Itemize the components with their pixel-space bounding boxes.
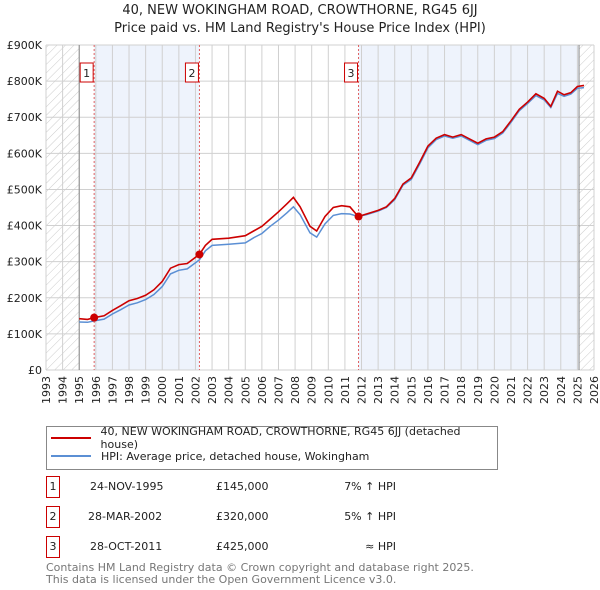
x-tick-label: 2007 [272,376,285,404]
x-tick-label: 1993 [40,376,53,404]
legend-swatch-property [51,437,91,439]
footer: Contains HM Land Registry data © Crown c… [46,562,474,586]
x-tick-label: 1999 [140,376,153,404]
x-tick-label: 2012 [356,376,369,404]
x-tick-label: 2021 [505,376,518,404]
sale-2-label: 2 [188,67,195,80]
sale-date: 28-OCT-2011 [90,540,163,553]
x-tick-label: 2025 [571,376,584,404]
x-tick-label: 2003 [206,376,219,404]
x-tick-label: 2005 [239,376,252,404]
x-tick-label: 2023 [538,376,551,404]
sale-2-point [195,250,204,259]
x-tick-label: 2022 [522,376,535,404]
sale-date: 24-NOV-1995 [90,480,164,493]
y-tick-label: £700K [7,111,43,124]
x-tick-label: 2016 [422,376,435,404]
series-property-line [79,84,585,321]
shade-period-3 [358,45,580,370]
sale-row: 1 24-NOV-1995 £145,000 7% ↑ HPI [46,476,446,498]
chart-svg: 1993 1994 1995 1996 1997 1998 1999 2000 2001 2002… [7,39,600,404]
sale-price: £320,000 [216,510,269,523]
sale-1-label-box [79,62,94,83]
sale-price: £425,000 [216,540,269,553]
sale-1-label: 1 [83,67,90,80]
x-tick-label: 2019 [472,376,485,404]
x-tick-label: 1997 [106,376,119,404]
x-tick-label: 2024 [555,376,568,404]
sale-3-label: 3 [348,67,355,80]
chart-title: 40, NEW WOKINGHAM ROAD, CROWTHORNE, RG45… [122,3,478,18]
series-hpi-line [79,86,585,324]
x-tick-label: 1998 [123,376,136,404]
x-tick-label: 2011 [339,376,352,404]
x-tick-label: 2018 [455,376,468,404]
y-tick-label: £200K [7,292,43,305]
sale-number-badge: 1 [46,476,60,498]
legend-label-property: 40, NEW WOKINGHAM ROAD, CROWTHORNE, RG45… [100,425,461,451]
legend-swatch-hpi [51,455,91,457]
y-tick-label: £400K [7,220,43,233]
x-tick-label: 2002 [189,376,202,404]
sale-1-point [90,313,99,322]
x-tick-label: 2009 [306,376,319,404]
legend-label-hpi: HPI: Average price, detached house, Woki… [101,449,370,463]
x-tick-label: 1995 [73,376,86,404]
x-tick-label: 2015 [405,376,418,404]
footer-line-1: Contains HM Land Registry data © Crown c… [46,561,474,574]
x-tick-label: 2014 [389,376,402,404]
x-tick-label: 2010 [322,376,335,404]
x-tick-label: 2017 [439,376,452,404]
sale-2-label-box [184,62,199,83]
x-tick-label: 1996 [90,376,103,404]
x-tick-label: 2001 [173,376,186,404]
footer-line-2: This data is licensed under the Open Gov… [46,573,397,586]
sale-price: £145,000 [216,480,269,493]
sale-number-badge: 3 [46,536,60,558]
x-tick-label: 2013 [372,376,385,404]
y-tick-label: £900K [7,39,43,52]
sale-date: 28-MAR-2002 [88,510,163,523]
chart-subtitle: Price paid vs. HM Land Registry's House … [114,21,486,36]
x-tick-label: 2026 [588,376,600,404]
sale-hpi-comparison: ≈ HPI [365,540,396,553]
x-tick-label: 2000 [156,376,169,404]
sale-hpi-comparison: 7% ↑ HPI [344,480,396,493]
x-tick-label: 2006 [256,376,269,404]
y-tick-label: £800K [7,75,43,88]
sale-3-label-box [344,62,359,83]
y-tick-label: £500K [7,183,43,196]
x-tick-label: 2008 [289,376,302,404]
y-tick-label: £100K [7,328,43,341]
x-tick-label: 1994 [57,376,70,404]
x-tick-label: 2020 [488,376,501,404]
sale-row: 3 28-OCT-2011 £425,000 ≈ HPI [46,536,446,558]
y-tick-label: £0 [28,364,42,377]
shade-period-1 [94,45,200,370]
sale-number-badge: 2 [46,506,60,528]
legend: 40, NEW WOKINGHAM ROAD, CROWTHORNE, RG45… [46,425,498,470]
sale-row: 2 28-MAR-2002 £320,000 5% ↑ HPI [46,506,446,528]
sale-3-point [354,212,363,221]
x-tick-label: 2004 [223,376,236,404]
y-tick-label: £600K [7,147,43,160]
y-tick-label: £300K [7,256,43,269]
hatch-after-data [579,45,594,370]
sale-hpi-comparison: 5% ↑ HPI [344,510,396,523]
